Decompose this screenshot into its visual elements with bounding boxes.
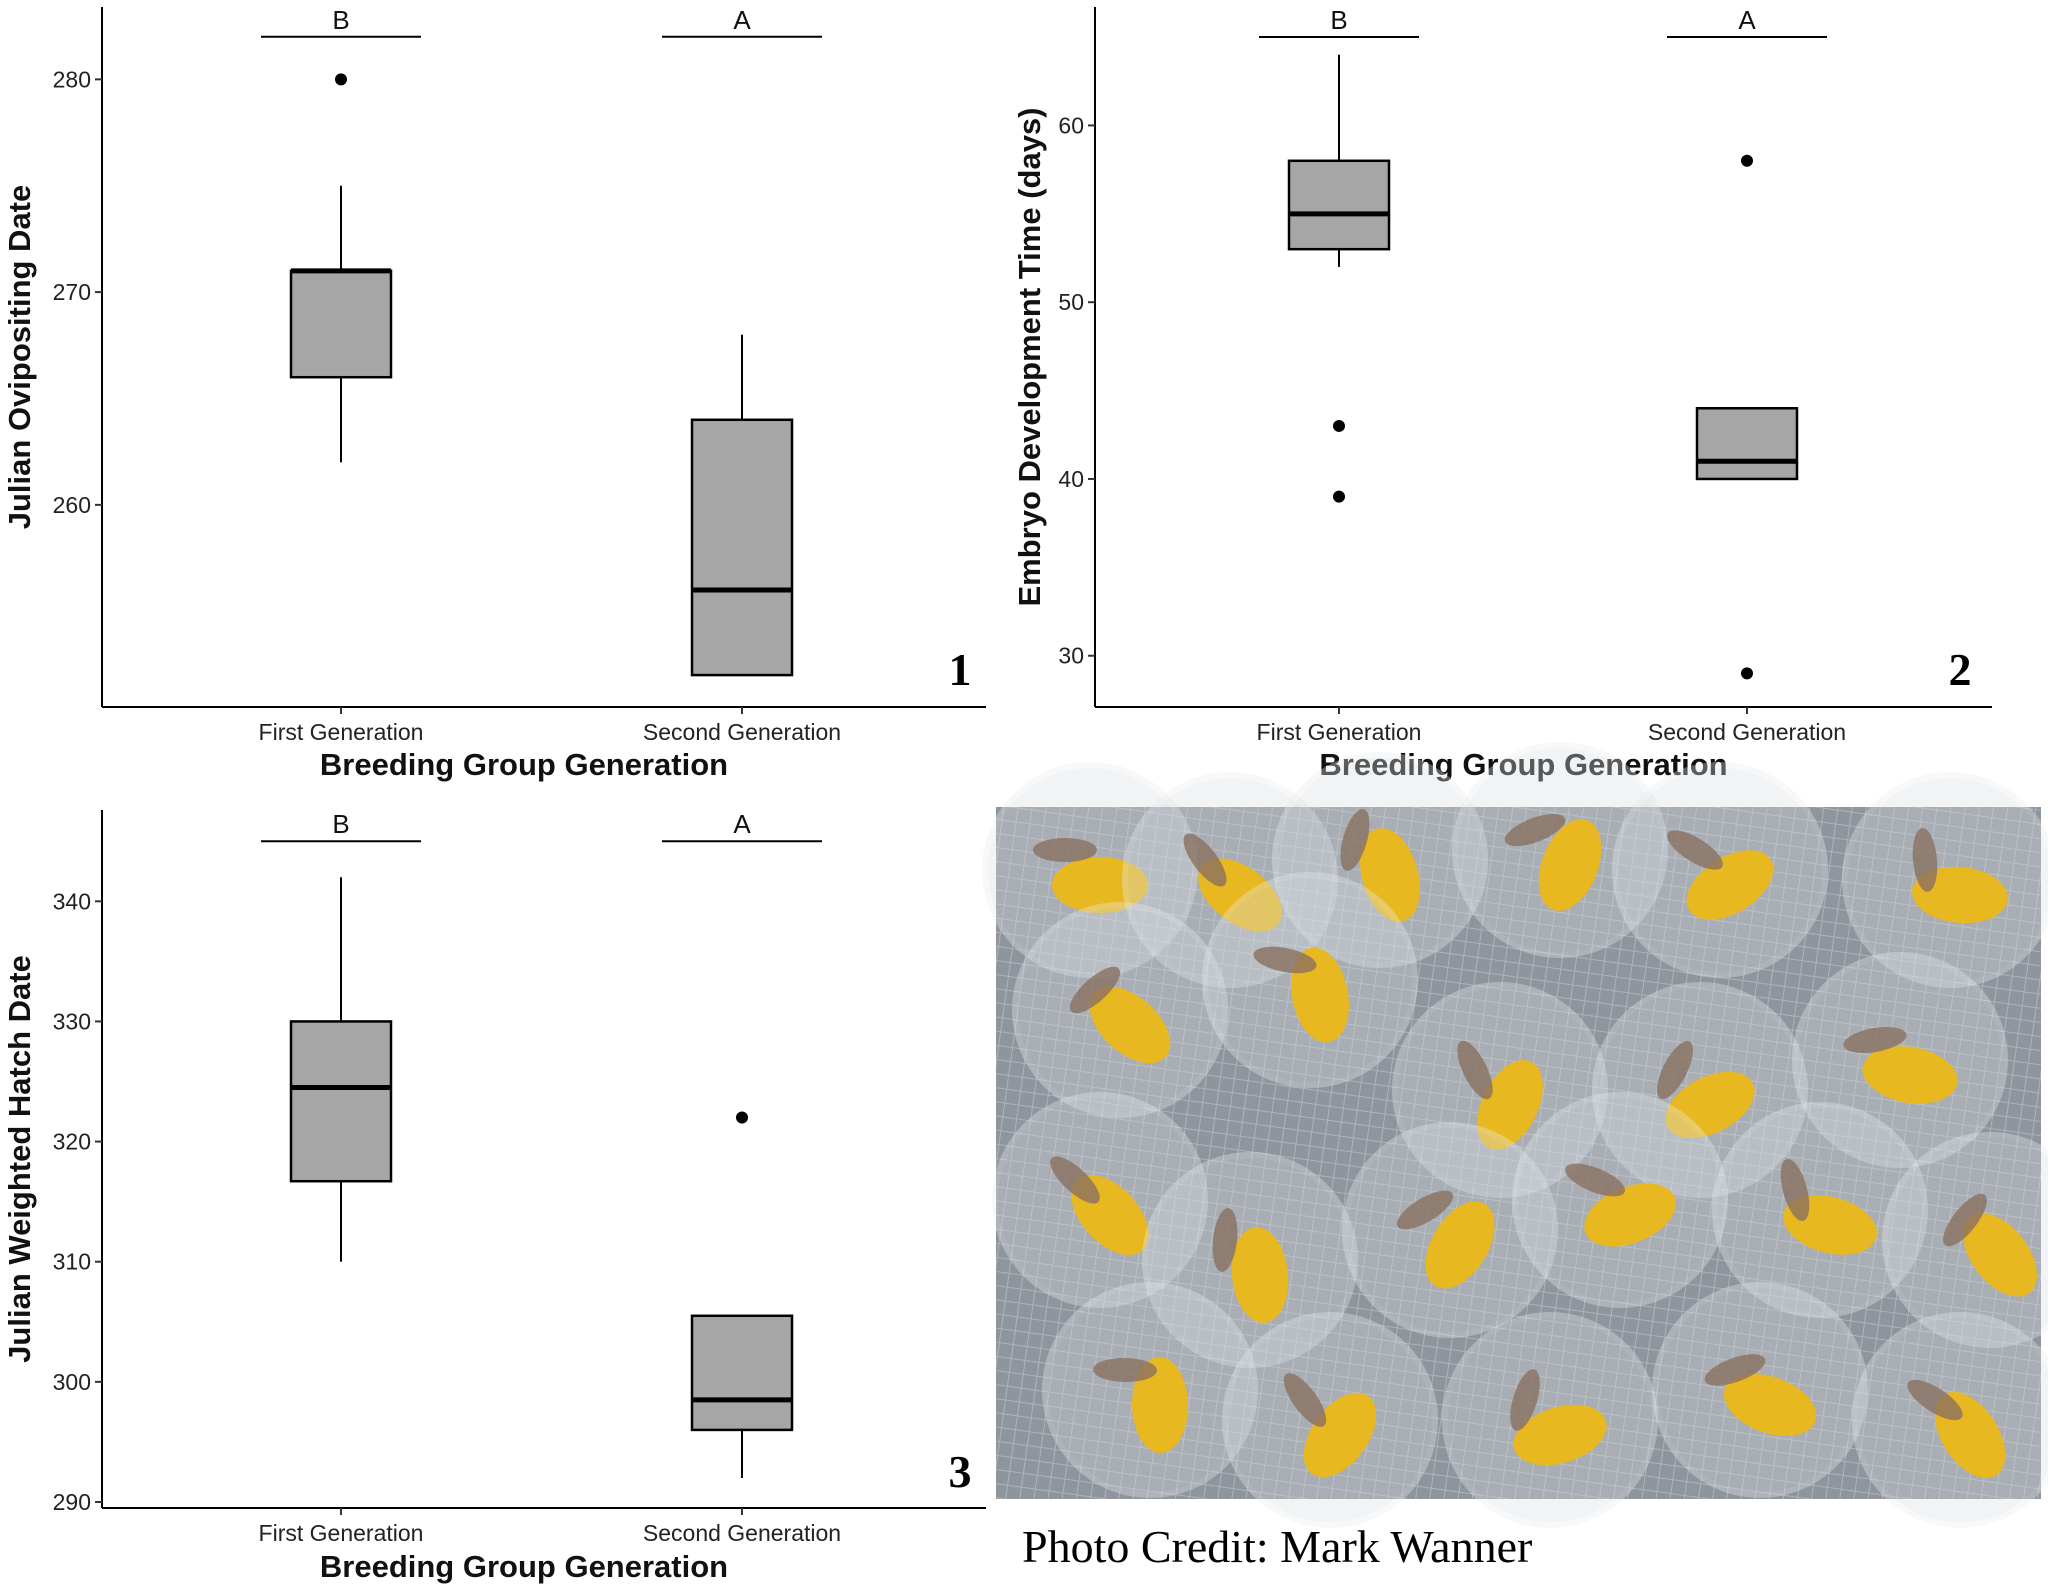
box-iqr [690,1314,794,1432]
panel-number: 3 [949,1446,972,1497]
x-axis-title: Breeding Group Generation [1319,747,1727,782]
embryo-body [1564,1163,1626,1197]
embryo-body [1183,833,1227,887]
photo-credit: Photo Credit: Mark Wanner [1022,1521,1533,1572]
box-2: A [662,809,822,1478]
box-2: A [1667,5,1827,680]
embryo-body [1656,1040,1694,1100]
significance-letter: B [1330,5,1347,35]
embryo-yolk [1513,1404,1607,1466]
significance-letter: A [1738,5,1756,35]
y-tick-label: 280 [53,66,91,92]
embryo-yolk [1231,1227,1289,1323]
embryo-body [1253,946,1317,974]
x-tick-label: First Generation [259,1520,424,1546]
chart-panel-1: 260 270 280 First Generation Second Generati… [2,5,986,782]
embryo-yolk [1723,1373,1817,1437]
outlier-point [335,73,347,86]
y-tick-label: 310 [53,1249,91,1275]
embryo-body [1912,828,1938,892]
embryo-body [1050,1156,1100,1204]
x-tick-label: Second Generation [1648,719,1846,745]
box-2: A [662,5,822,677]
significance-letter: A [733,809,751,839]
y-axis-title: Julian Ovipositing Date [2,185,37,530]
embryo-body [1667,830,1723,870]
embryo-body [1283,1373,1327,1427]
embryo-yolk [1052,857,1148,913]
embryo-yolk [1584,1183,1676,1247]
y-tick-label: 290 [53,1489,91,1515]
embryo-body [1093,1357,1157,1383]
y-axis-title: Julian Weighted Hatch Date [2,955,37,1363]
embryo-yolk [1538,819,1602,911]
embryo-body [1780,1158,1810,1222]
embryo-yolk [1862,1046,1958,1104]
box-iqr [690,418,794,677]
y-tick-label: 340 [53,888,91,914]
box-1: B [261,5,421,463]
embryo-body [1704,1354,1766,1386]
embryo-body [1033,838,1097,862]
panel-number: 2 [1949,644,1972,695]
embryos-in-eggs-photo [982,742,2048,1528]
embryo-yolk [1477,1060,1543,1150]
chart-panel-3: 290 300 310 320 330 340 First Generation Second… [2,809,986,1584]
x-tick-label: Second Generation [643,1520,841,1546]
y-tick-label: 50 [1058,289,1084,315]
embryo-body [1069,966,1121,1014]
embryo-body [1907,1379,1963,1421]
embryo-yolk [1963,1213,2037,1297]
y-tick-label: 320 [53,1129,91,1155]
embryo-yolk [1131,1357,1189,1453]
x-tick-label: First Generation [259,719,424,745]
embryo-body [1457,1040,1493,1100]
y-tick-label: 40 [1058,466,1084,492]
y-tick-label: 270 [53,279,91,305]
box-iqr [289,269,393,379]
embryo-yolk [1089,986,1171,1064]
y-tick-label: 30 [1058,643,1084,669]
embryo-yolk [1912,866,2008,924]
significance-letter: B [332,5,349,35]
embryo-body [1396,1190,1454,1230]
y-tick-label: 60 [1058,112,1084,138]
outlier-point [736,1111,748,1124]
box-iqr [1287,159,1391,251]
y-tick-label: 260 [53,492,91,518]
significance-letter: A [733,5,751,35]
embryo-yolk [1425,1201,1495,1289]
outlier-point [1333,419,1345,432]
box-iqr [289,1020,393,1183]
embryo-yolk [1665,1071,1755,1139]
y-tick-label: 300 [53,1369,91,1395]
embryo-body [1340,809,1370,871]
outlier-point [1333,490,1345,503]
chart-panel-2: 30 40 50 60 First Generation Second Generatio… [1012,5,1992,782]
significance-letter: B [332,809,349,839]
x-axis-title: Breeding Group Generation [320,747,728,782]
box-iqr [1695,407,1799,481]
y-axis-title: Embryo Development Time (days) [1012,107,1047,606]
embryo-body [1843,1026,1907,1054]
embryo-body [1504,813,1566,847]
embryo-body [1943,1193,1987,1247]
embryo-body [1510,1369,1540,1431]
box-1: B [1259,5,1419,503]
outlier-point [1741,667,1753,680]
y-tick-label: 330 [53,1008,91,1034]
x-axis-title: Breeding Group Generation [320,1549,728,1584]
panel-number: 1 [949,644,972,695]
box-1: B [261,809,421,1262]
embryo-yolk [1360,828,1420,922]
x-tick-label: First Generation [1257,719,1422,745]
x-tick-label: Second Generation [643,719,841,745]
embryo-body [1212,1208,1238,1272]
outlier-point [1741,154,1753,167]
